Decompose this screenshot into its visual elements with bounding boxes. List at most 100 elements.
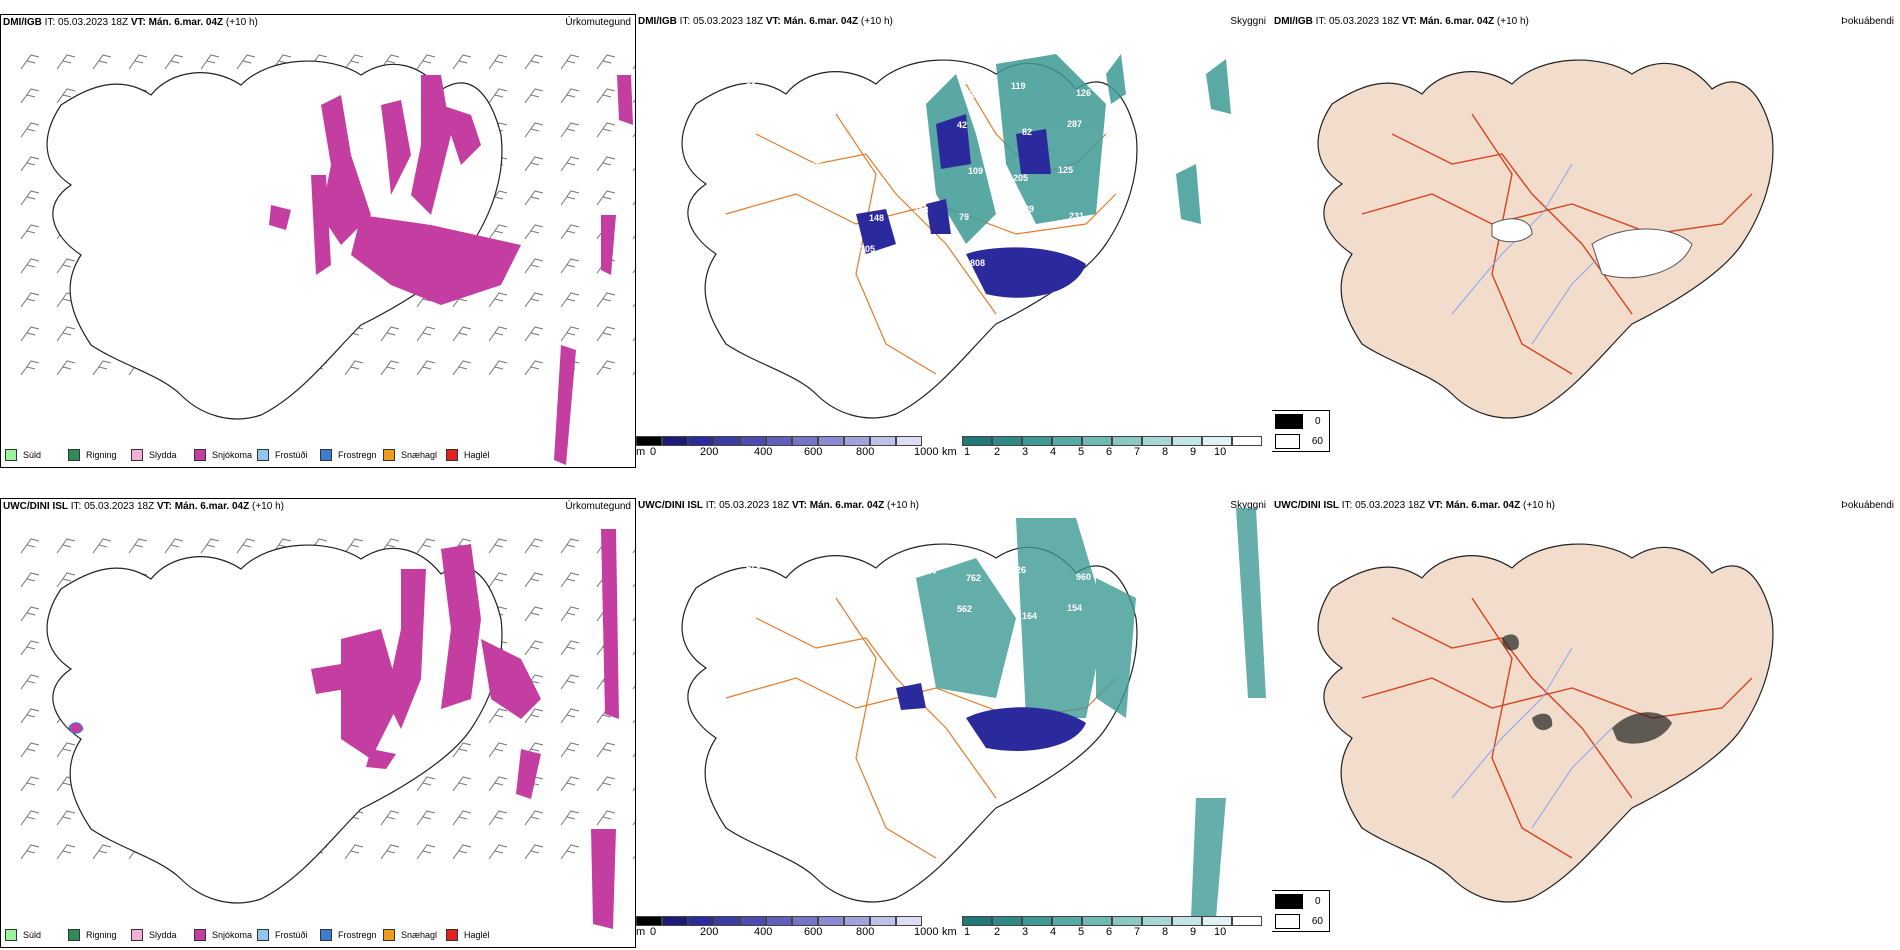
wind-barb: [560, 326, 580, 342]
cloud-base-label: 23: [912, 612, 922, 622]
wind-barb: [20, 122, 40, 138]
cloud-base-label: 182: [867, 121, 882, 131]
wind-barb: [20, 156, 40, 172]
cloud-base-label: 273: [746, 560, 761, 570]
wind-barb: [200, 538, 220, 554]
valid-time: VT: Mán. 6.mar. 04Z: [130, 17, 224, 28]
panel-title: Úrkomutegund: [565, 17, 631, 28]
wind-barb: [20, 224, 40, 240]
cloud-base-label: 181: [802, 129, 817, 139]
cloud-base-label: 305: [860, 244, 875, 254]
wind-barb: [416, 326, 436, 342]
panel-title: Skyggni: [1230, 500, 1266, 511]
wind-barb: [20, 572, 40, 588]
wind-barb: [632, 753, 635, 758]
wind-barb: [488, 776, 508, 792]
cloud-base-label: 95: [813, 160, 823, 170]
model-name: DMI/IGB: [3, 17, 42, 28]
cloud-base-label: 113: [914, 205, 929, 215]
wind-barb: [524, 326, 544, 342]
wind-barb: [524, 224, 544, 240]
wind-barb: [488, 572, 508, 588]
wind-barb: [56, 88, 76, 104]
panel-fog-top: DMI/IGB IT: 05.03.2023 18Z VT: Mán. 6.ma…: [1272, 14, 1900, 466]
cloud-base-label: 89: [1024, 204, 1034, 214]
wind-barb: [632, 855, 635, 860]
rivers: [1451, 647, 1613, 829]
wind-barb: [596, 54, 616, 70]
cloud-map: 273 325 307 724 762 326 960 393 178 82 23 562 164 154…: [681, 508, 1266, 918]
cloud-base-label: 82: [867, 605, 877, 615]
cloud-base-label: 724: [921, 566, 936, 576]
wind-barb: [380, 844, 400, 860]
wind-barb: [416, 54, 436, 70]
cloud-base-label: 960: [1076, 572, 1091, 582]
panel-title: Úrkomutegund: [565, 501, 631, 512]
wind-barb: [56, 360, 76, 376]
wind-barb: [488, 54, 508, 70]
cloud-base-label: 126: [1076, 88, 1091, 98]
wind-barb: [488, 538, 508, 554]
wind-barb: [452, 844, 472, 860]
wind-barb: [524, 122, 544, 138]
wind-barb: [56, 326, 76, 342]
cloud-base-label: 119: [1011, 81, 1026, 91]
cloud-base-label: 231: [1069, 211, 1084, 221]
wind-barb: [488, 742, 508, 758]
cloud-base-label: 24: [815, 252, 825, 262]
cloud-base-label: 808: [970, 258, 985, 268]
road-network: [1361, 597, 1753, 859]
panel-fog-bottom: UWC/DINI ISL IT: 05.03.2023 18Z VT: Mán.…: [1272, 498, 1900, 946]
cloud-base-label: 132: [804, 206, 819, 216]
cloud-base-labels: 80 213 22 164 78 119 126 183 181 182 143 42 82 287 221…: [746, 76, 1091, 268]
fog-map: [1317, 543, 1774, 903]
wind-barb: [128, 54, 148, 70]
panel-header: UWC/DINI ISL IT: 05.03.2023 18Z VT: Mán.…: [1274, 498, 1898, 514]
cloud-base-label: 237: [905, 251, 920, 261]
legend-item: Slydda: [131, 449, 194, 461]
cloud-base-label: 287: [1067, 119, 1082, 129]
panel-cloud-top: DMI/IGB IT: 05.03.2023 18Z VT: Mán. 6.ma…: [636, 14, 1270, 466]
glacier: [1591, 228, 1693, 279]
wind-barb: [488, 224, 508, 240]
wind-barb: [488, 844, 508, 860]
cloud-base-label: 325: [811, 567, 826, 577]
wind-barb: [560, 640, 580, 656]
wind-barb: [524, 54, 544, 70]
wind-barb: [560, 708, 580, 724]
wind-barb: [344, 844, 364, 860]
lead-time: (+10 h): [225, 17, 258, 28]
wind-barb: [560, 844, 580, 860]
cbar-km: km 1 2 3 4 5 6 7 8 9 10: [942, 436, 1262, 460]
wind-barb: [92, 360, 112, 376]
wind-barb: [524, 190, 544, 206]
wind-barb: [20, 360, 40, 376]
wind-barb: [632, 201, 635, 206]
road-network: [1361, 113, 1753, 375]
wind-barb: [632, 583, 635, 588]
cloud-base-label: 173: [759, 214, 774, 224]
wind-barb: [560, 674, 580, 690]
cloud-base-label: 762: [966, 573, 981, 583]
wind-barb: [164, 54, 184, 70]
wind-barb: [524, 708, 544, 724]
wind-barb: [56, 258, 76, 274]
snow-areas: [269, 75, 633, 465]
cloud-base-label: 393: [757, 606, 772, 616]
wind-barb: [524, 156, 544, 172]
wind-barb: [560, 776, 580, 792]
panel-precip-bottom: UWC/DINI ISL IT: 05.03.2023 18Z VT: Mán.…: [0, 498, 636, 948]
snow-areas: [311, 529, 619, 929]
wind-barb: [20, 292, 40, 308]
wind-barb: [560, 190, 580, 206]
wind-barb: [596, 810, 616, 826]
legend-item: Rigning: [68, 449, 131, 461]
wind-barb: [20, 54, 40, 70]
wind-barb: [524, 88, 544, 104]
wind-barb: [596, 776, 616, 792]
wind-barb: [524, 360, 544, 376]
wind-barb: [20, 538, 40, 554]
wind-barb: [632, 337, 635, 342]
wind-barb: [524, 810, 544, 826]
precip-map: [20, 529, 635, 929]
